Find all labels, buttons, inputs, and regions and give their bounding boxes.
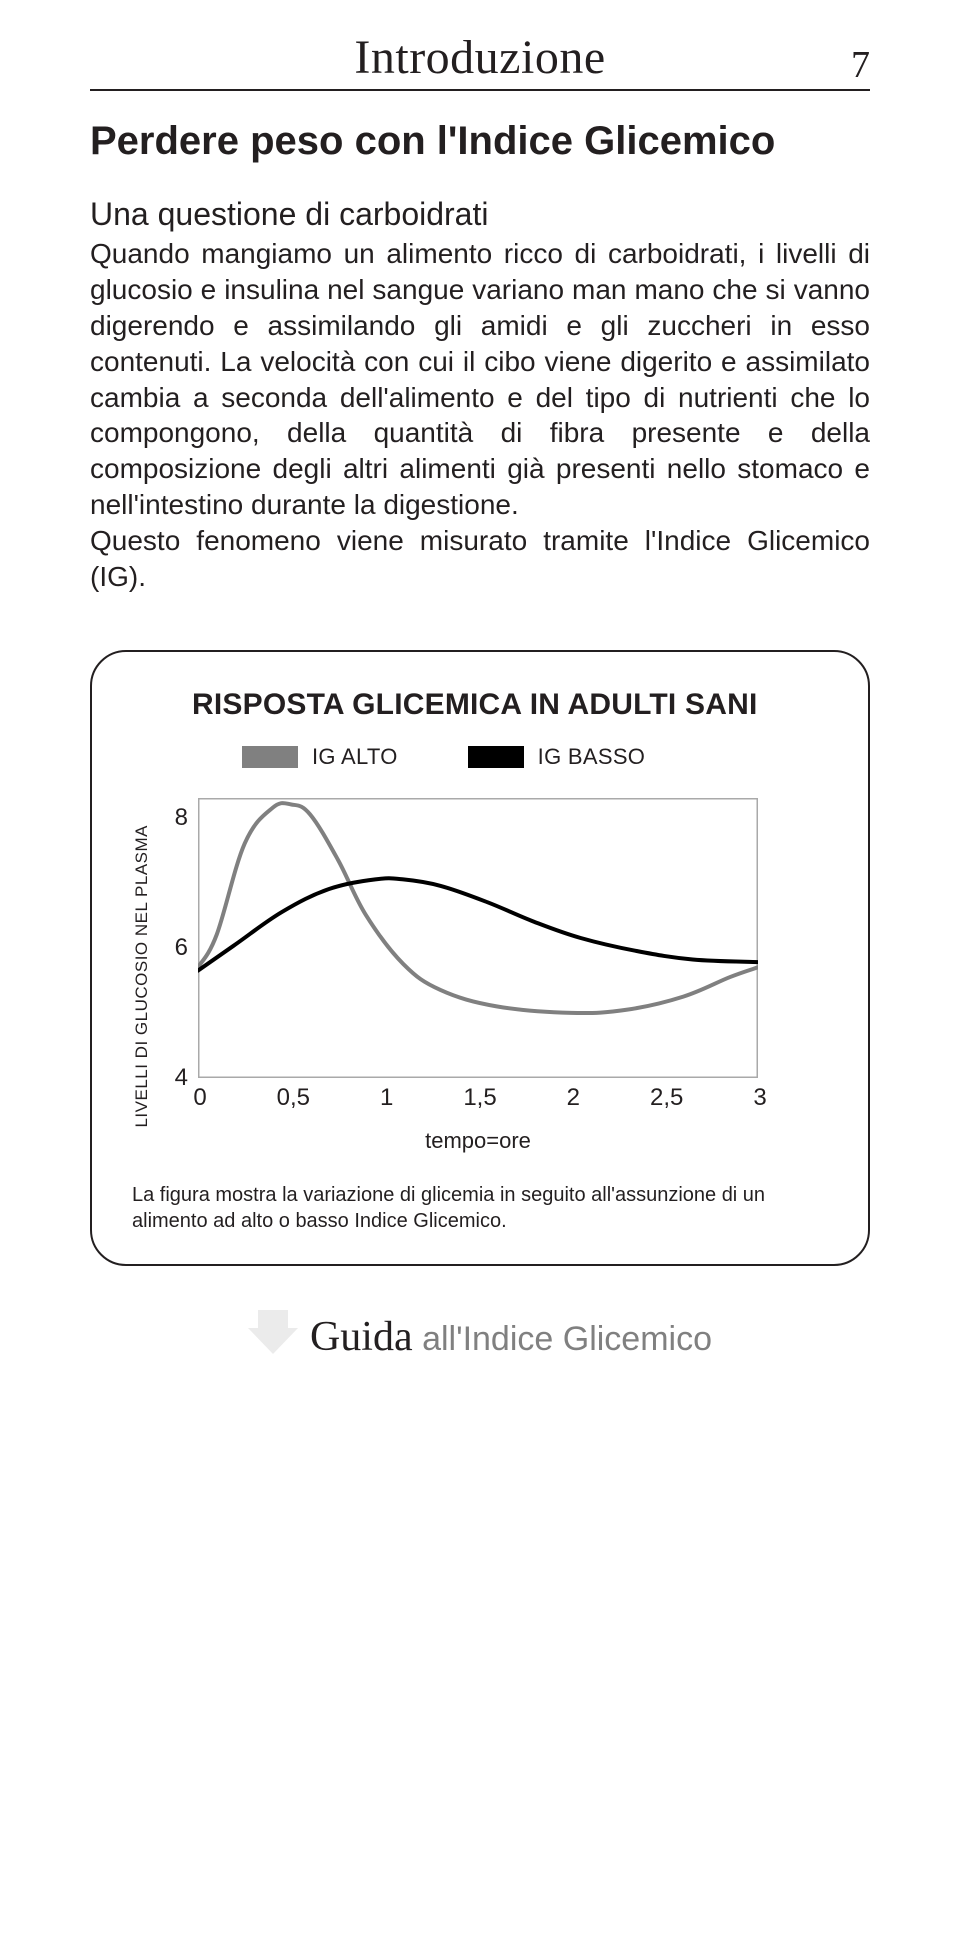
y-tick: 8 <box>175 804 188 832</box>
paragraph-1: Quando mangiamo un alimento ricco di car… <box>90 236 870 523</box>
y-axis-label: LIVELLI DI GLUCOSIO NEL PLASMA <box>132 825 152 1128</box>
legend-swatch-alto <box>242 746 298 768</box>
page-subtitle: Una questione di carboidrati <box>90 197 870 232</box>
down-arrow-icon <box>248 1310 298 1364</box>
plot-area: LIVELLI DI GLUCOSIO NEL PLASMA 864 00,51… <box>132 798 828 1154</box>
footer-rest: all'Indice Glicemico <box>413 1320 712 1358</box>
legend-item-basso: IG BASSO <box>468 744 646 770</box>
chart-svg <box>198 798 758 1078</box>
y-tick: 6 <box>175 934 188 962</box>
legend-label-basso: IG BASSO <box>538 744 646 770</box>
x-tick: 0 <box>180 1084 220 1112</box>
page: Introduzione 7 Perdere peso con l'Indice… <box>0 0 960 1404</box>
section-title: Introduzione <box>354 30 605 85</box>
chart-legend: IG ALTO IG BASSO <box>242 744 828 770</box>
x-tick: 0,5 <box>273 1084 313 1112</box>
chart-box: RISPOSTA GLICEMICA IN ADULTI SANI IG ALT… <box>90 650 870 1266</box>
legend-item-alto: IG ALTO <box>242 744 398 770</box>
section-header: Introduzione 7 <box>90 30 870 91</box>
x-tick: 2 <box>553 1084 593 1112</box>
legend-swatch-basso <box>468 746 524 768</box>
page-number: 7 <box>851 43 870 87</box>
x-axis-ticks: 00,511,522,53 <box>198 1084 758 1112</box>
x-tick: 3 <box>740 1084 780 1112</box>
page-footer: Guida all'Indice Glicemico <box>90 1310 870 1364</box>
page-title: Perdere peso con l'Indice Glicemico <box>90 119 870 163</box>
x-axis-label: tempo=ore <box>198 1128 758 1154</box>
chart-title: RISPOSTA GLICEMICA IN ADULTI SANI <box>192 688 828 722</box>
x-tick: 1 <box>367 1084 407 1112</box>
chart-caption: La figura mostra la variazione di glicem… <box>132 1182 828 1234</box>
paragraph-2: Questo fenomeno viene misurato tramite l… <box>90 523 870 595</box>
x-tick: 1,5 <box>460 1084 500 1112</box>
y-axis-ticks: 864 <box>156 798 198 1078</box>
legend-label-alto: IG ALTO <box>312 744 398 770</box>
x-tick: 2,5 <box>647 1084 687 1112</box>
footer-script: Guida <box>310 1314 413 1360</box>
chart-plot <box>198 798 758 1078</box>
